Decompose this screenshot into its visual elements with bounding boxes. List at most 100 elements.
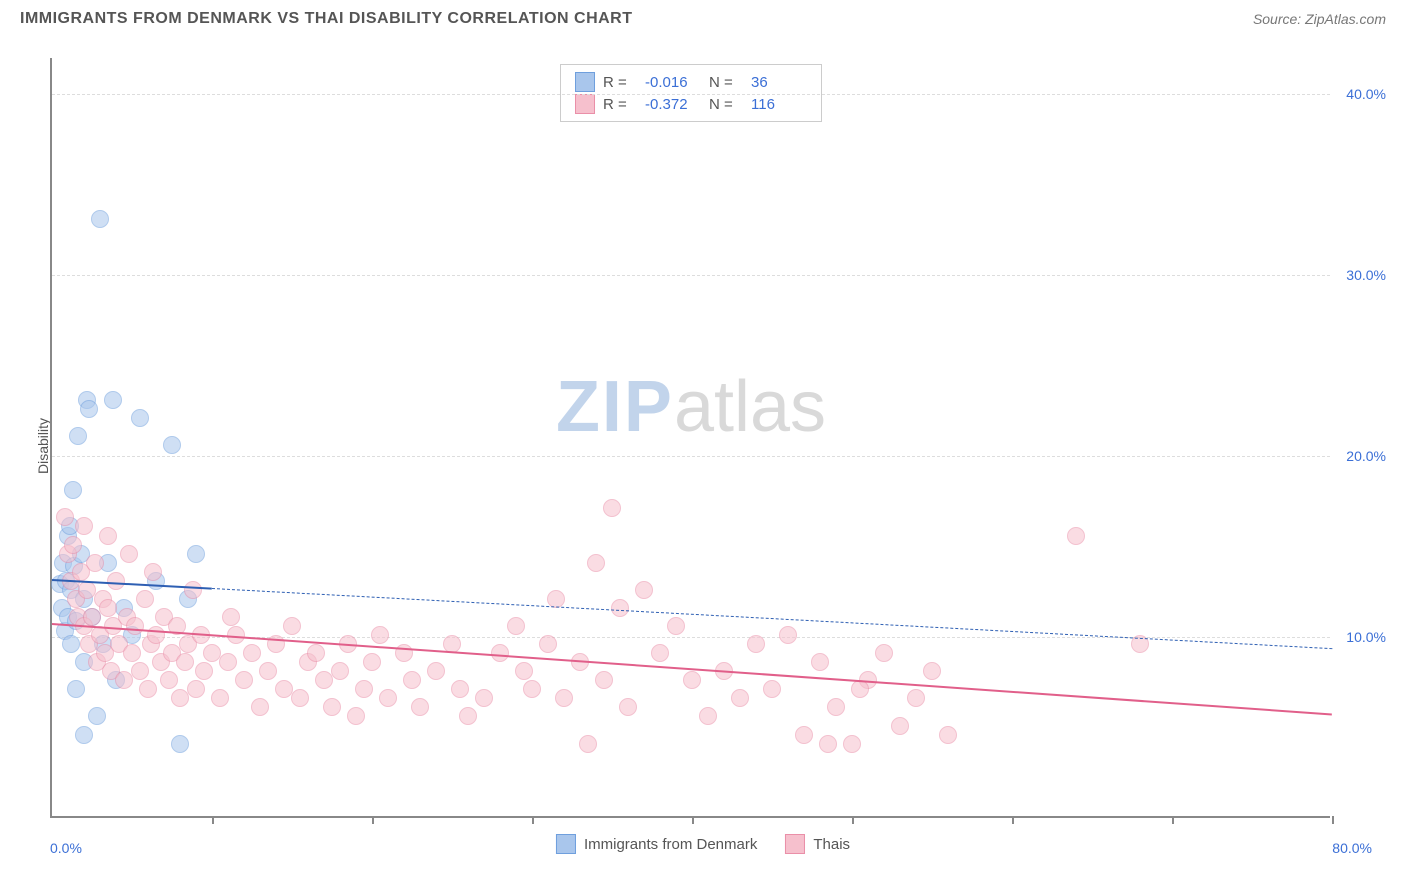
data-point [64, 481, 82, 499]
data-point [83, 608, 101, 626]
data-point [683, 671, 701, 689]
x-axis-min: 0.0% [50, 840, 82, 856]
x-tick [532, 816, 534, 824]
data-point [459, 707, 477, 725]
n-label: N = [709, 96, 743, 113]
n-value-denmark: 36 [751, 74, 807, 91]
swatch-thais-bottom [785, 834, 805, 854]
data-point [427, 662, 445, 680]
data-point [91, 210, 109, 228]
data-point [611, 599, 629, 617]
x-tick [1012, 816, 1014, 824]
y-tick-label: 30.0% [1346, 267, 1386, 283]
data-point [891, 717, 909, 735]
data-point [235, 671, 253, 689]
data-point [371, 626, 389, 644]
data-point [603, 499, 621, 517]
n-value-thais: 116 [751, 96, 807, 113]
watermark-atlas: atlas [674, 367, 826, 447]
x-tick [852, 816, 854, 824]
r-label: R = [603, 96, 637, 113]
data-point [86, 554, 104, 572]
chart-title: IMMIGRANTS FROM DENMARK VS THAI DISABILI… [20, 10, 633, 28]
data-point [779, 626, 797, 644]
data-point [507, 617, 525, 635]
data-point [795, 726, 813, 744]
r-value-thais: -0.372 [645, 96, 701, 113]
data-point [160, 671, 178, 689]
data-point [875, 644, 893, 662]
data-point [75, 517, 93, 535]
chart-source: Source: ZipAtlas.com [1253, 11, 1386, 27]
data-point [851, 680, 869, 698]
data-point [291, 689, 309, 707]
data-point [355, 680, 373, 698]
gridline [52, 456, 1330, 457]
data-point [187, 680, 205, 698]
data-point [139, 680, 157, 698]
data-point [184, 581, 202, 599]
data-point [56, 508, 74, 526]
data-point [363, 653, 381, 671]
data-point [171, 689, 189, 707]
data-point [176, 653, 194, 671]
data-point [144, 563, 162, 581]
data-point [115, 671, 133, 689]
data-point [579, 735, 597, 753]
data-point [67, 680, 85, 698]
data-point [347, 707, 365, 725]
x-tick [692, 816, 694, 824]
data-point [147, 626, 165, 644]
y-axis-label: Disability [35, 418, 51, 474]
data-point [195, 662, 213, 680]
data-point [731, 689, 749, 707]
data-point [539, 635, 557, 653]
data-point [80, 400, 98, 418]
data-point [323, 698, 341, 716]
data-point [827, 698, 845, 716]
data-point [411, 698, 429, 716]
data-point [104, 391, 122, 409]
data-point [555, 689, 573, 707]
swatch-denmark [575, 72, 595, 92]
y-tick-label: 40.0% [1346, 86, 1386, 102]
data-point [99, 527, 117, 545]
correlation-legend: R = -0.016 N = 36 R = -0.372 N = 116 [560, 64, 822, 122]
data-point [243, 644, 261, 662]
data-point [88, 707, 106, 725]
data-point [819, 735, 837, 753]
swatch-thais [575, 94, 595, 114]
data-point [251, 698, 269, 716]
x-tick [1172, 816, 1174, 824]
data-point [171, 735, 189, 753]
data-point [667, 617, 685, 635]
data-point [475, 689, 493, 707]
data-point [222, 608, 240, 626]
series-legend: Immigrants from Denmark Thais [556, 834, 850, 854]
data-point [907, 689, 925, 707]
data-point [219, 653, 237, 671]
data-point [62, 635, 80, 653]
data-point [131, 409, 149, 427]
data-point [1067, 527, 1085, 545]
legend-row-thais: R = -0.372 N = 116 [575, 93, 807, 115]
legend-label-thais: Thais [813, 836, 850, 853]
data-point [75, 726, 93, 744]
data-point [69, 427, 87, 445]
data-point [107, 572, 125, 590]
data-point [211, 689, 229, 707]
data-point [331, 662, 349, 680]
n-label: N = [709, 74, 743, 91]
data-point [587, 554, 605, 572]
data-point [403, 671, 421, 689]
data-point [307, 644, 325, 662]
x-tick [372, 816, 374, 824]
data-point [595, 671, 613, 689]
data-point [259, 662, 277, 680]
data-point [451, 680, 469, 698]
data-point [747, 635, 765, 653]
gridline [52, 275, 1330, 276]
data-point [99, 599, 117, 617]
legend-label-denmark: Immigrants from Denmark [584, 836, 757, 853]
watermark-zip: ZIP [556, 367, 674, 447]
